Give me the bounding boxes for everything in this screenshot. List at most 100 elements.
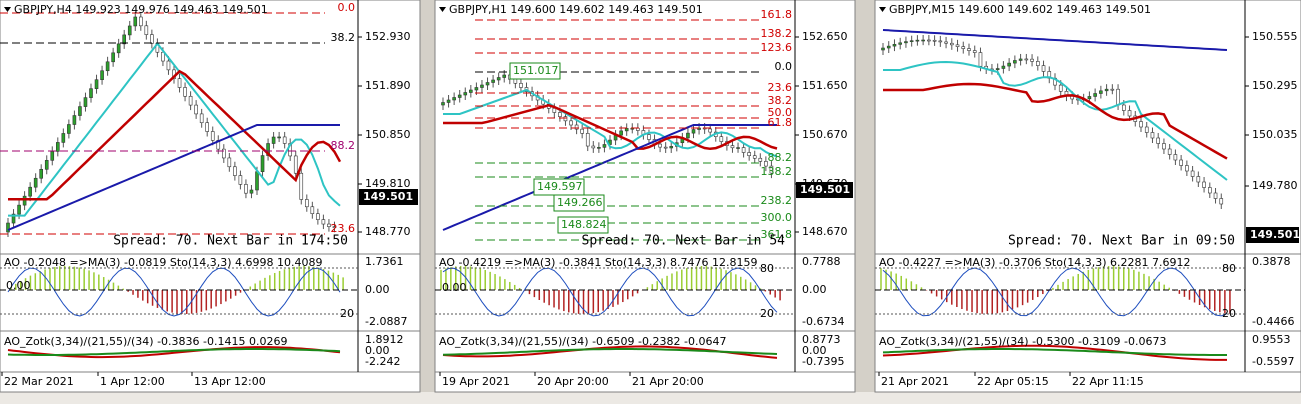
candle-body bbox=[1150, 132, 1155, 139]
price-label: 150.035 bbox=[1252, 128, 1298, 141]
price-box-label: 149.266 bbox=[557, 196, 603, 209]
candle-body bbox=[580, 128, 584, 134]
status-strip bbox=[0, 392, 1301, 404]
indicator-level-label: 20 bbox=[340, 307, 354, 320]
date-label: 13 Apr 12:00 bbox=[194, 375, 266, 388]
date-label: 21 Apr 20:00 bbox=[632, 375, 704, 388]
candle-body bbox=[233, 166, 237, 176]
candle-body bbox=[277, 136, 281, 139]
moving-average bbox=[883, 60, 1228, 181]
candle-body bbox=[658, 143, 662, 148]
spread: Spread: 70. Next Bar in 54 bbox=[582, 234, 786, 249]
stochastic bbox=[7, 267, 341, 317]
oscillator-axis-label: 0.8773 bbox=[802, 333, 841, 346]
candle-body bbox=[17, 204, 21, 215]
candle-body bbox=[502, 74, 507, 78]
candle-body bbox=[1208, 187, 1212, 194]
candle-body bbox=[1001, 65, 1006, 69]
moving-average bbox=[442, 124, 777, 231]
candle-body bbox=[282, 136, 287, 144]
candle-body bbox=[967, 48, 971, 51]
indicator-level-label: 0.00 bbox=[442, 281, 467, 294]
candle-body bbox=[552, 108, 557, 113]
candle-body bbox=[22, 195, 27, 206]
oscillator-axis-label: 0.00 bbox=[365, 344, 390, 357]
candle-body bbox=[457, 94, 462, 98]
candle-body bbox=[327, 223, 331, 227]
candle-body bbox=[249, 189, 254, 194]
indicator-axis-label: -0.4466 bbox=[1252, 315, 1294, 328]
candle-body bbox=[1087, 96, 1092, 100]
oscillator-line bbox=[442, 348, 778, 356]
candle-body bbox=[1162, 143, 1166, 150]
fib-label: 38.2 bbox=[768, 94, 793, 107]
candle-body bbox=[6, 222, 10, 233]
chart-window bbox=[0, 0, 421, 393]
candle-body bbox=[955, 44, 960, 47]
candle-body bbox=[944, 41, 948, 44]
oscillator-line bbox=[7, 348, 341, 356]
indicator-header: AO -0.4219 =>MA(3) -0.3841 Sto(14,3,3) 8… bbox=[439, 256, 758, 269]
candle-body bbox=[222, 148, 226, 159]
candle-body bbox=[1093, 93, 1097, 97]
fib-label: 123.6 bbox=[761, 41, 793, 54]
candle-body bbox=[1173, 154, 1178, 161]
candle-body bbox=[205, 122, 209, 132]
candle-body bbox=[78, 106, 82, 116]
fib-label: 0.0 bbox=[775, 60, 793, 73]
price-label: 149.780 bbox=[1252, 179, 1298, 192]
candle-body bbox=[11, 213, 16, 224]
candle-body bbox=[563, 116, 568, 122]
price-label: 150.555 bbox=[1252, 30, 1298, 43]
candle-body bbox=[260, 155, 265, 173]
candle-body bbox=[1099, 90, 1103, 94]
fib-label: 0.0 bbox=[338, 1, 356, 14]
fib-label: 23.6 bbox=[331, 222, 356, 235]
moving-average bbox=[883, 82, 1228, 160]
candle-body bbox=[1018, 58, 1023, 61]
price-label: 150.670 bbox=[802, 128, 848, 141]
candle-body bbox=[995, 68, 1000, 70]
candle-body bbox=[708, 128, 713, 133]
current-price: 149.501 bbox=[363, 190, 413, 203]
candle-body bbox=[94, 79, 99, 89]
candle-body bbox=[1030, 58, 1034, 62]
price-label: 151.890 bbox=[365, 79, 411, 92]
candle-body bbox=[293, 155, 298, 174]
candle-body bbox=[1202, 181, 1206, 188]
candle-body bbox=[244, 184, 248, 194]
header-arrow bbox=[439, 7, 446, 12]
candle-body bbox=[636, 127, 640, 131]
date-label: 19 Apr 2021 bbox=[442, 375, 510, 388]
chart-window bbox=[434, 0, 856, 393]
indicator-axis-label: 0.3878 bbox=[1252, 255, 1291, 268]
indicator-header: AO -0.2048 =>MA(3) -0.0819 Sto(14,3,3) 4… bbox=[4, 256, 323, 269]
candle-body bbox=[227, 157, 232, 168]
candle-body bbox=[485, 82, 490, 86]
moving-average bbox=[882, 29, 1228, 51]
candle-body bbox=[1219, 198, 1224, 205]
indicator-header: AO -0.4227 =>MA(3) -0.3706 Sto(14,3,3) 6… bbox=[879, 256, 1191, 269]
oscillator-header: AO_Zotk(3,34)/(21,55)/(34) -0.5300 -0.31… bbox=[879, 335, 1166, 348]
candle-body bbox=[61, 133, 66, 143]
date-label: 22 Mar 2021 bbox=[4, 375, 74, 388]
candle-body bbox=[316, 213, 320, 220]
candle-body bbox=[1196, 176, 1201, 183]
moving-average bbox=[443, 88, 778, 158]
fib-label: 300.0 bbox=[761, 211, 793, 224]
candle-body bbox=[332, 226, 337, 228]
fib-label: 50.0 bbox=[768, 106, 793, 119]
candle-body bbox=[183, 87, 187, 97]
fib-label: 88.2 bbox=[768, 151, 793, 164]
oscillator-line bbox=[882, 344, 1227, 361]
candle-body bbox=[597, 147, 601, 149]
candle-body bbox=[1167, 148, 1172, 155]
candle-body bbox=[33, 177, 38, 188]
current-price-box bbox=[796, 182, 853, 198]
candle-body bbox=[1007, 62, 1011, 67]
candle-body bbox=[881, 47, 885, 51]
header: GBPJPY,H4 149.923 149.976 149.463 149.50… bbox=[14, 3, 268, 16]
candle-body bbox=[166, 60, 171, 71]
candle-body bbox=[1110, 88, 1115, 91]
candle-body bbox=[619, 130, 623, 136]
